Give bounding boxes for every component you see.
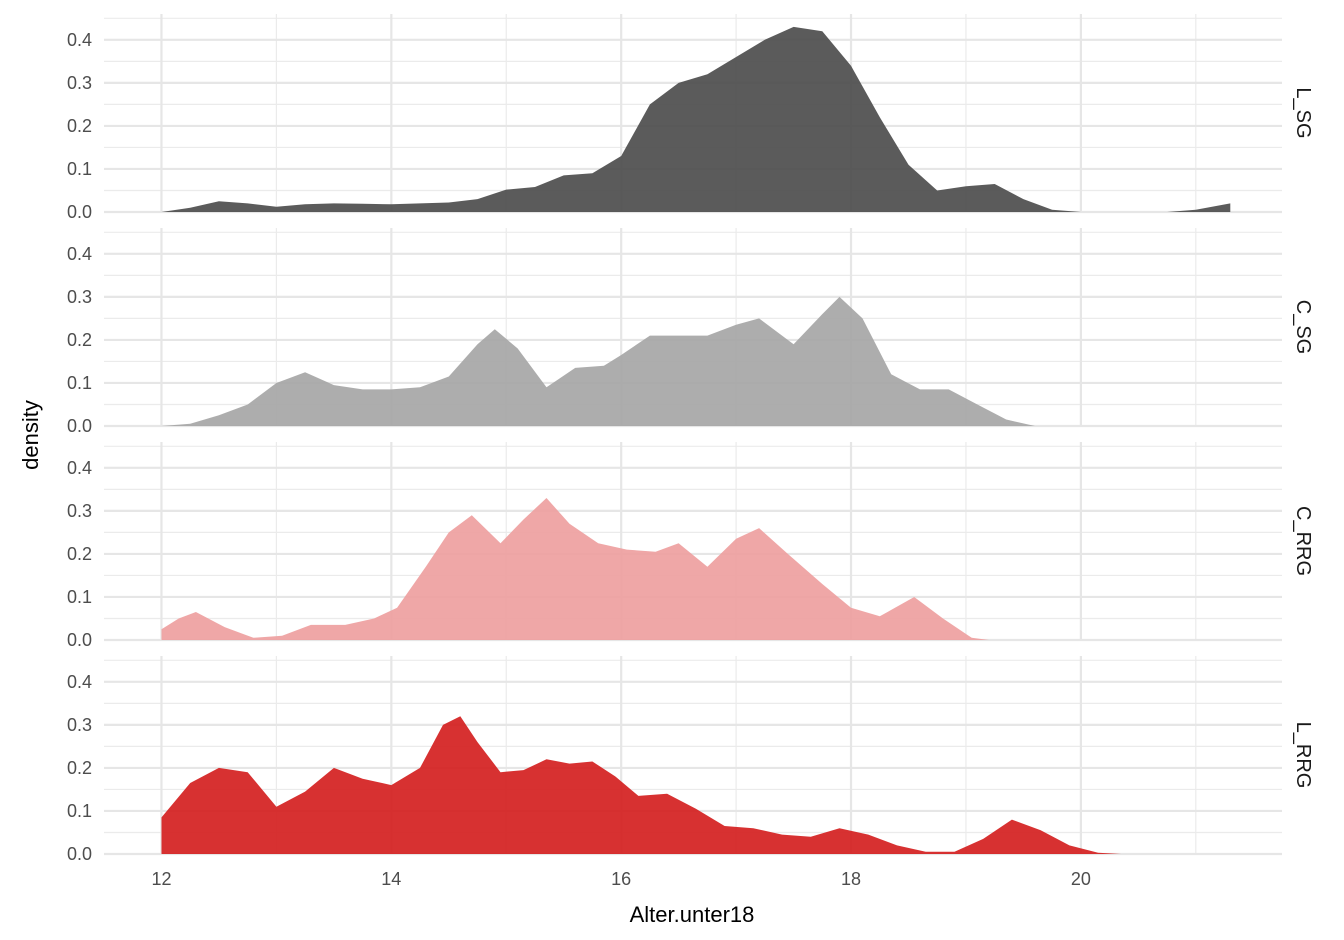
y-tick-label: 0.2 xyxy=(67,116,92,136)
y-tick-label: 0.0 xyxy=(67,416,92,436)
y-tick-label: 0.4 xyxy=(67,672,92,692)
density-area xyxy=(161,716,1122,854)
facet-strip-label: L_RRG xyxy=(1292,722,1314,789)
facet-strip-label: C_SG xyxy=(1292,300,1314,354)
y-tick-label: 0.2 xyxy=(67,544,92,564)
density-area xyxy=(161,498,989,640)
y-tick-label: 0.3 xyxy=(67,501,92,521)
y-tick-label: 0.1 xyxy=(67,159,92,179)
y-tick-label: 0.1 xyxy=(67,587,92,607)
facet-panel: 0.0 0.1 0.2 0.3 0.4 L_RRG xyxy=(67,656,1314,864)
y-tick-label: 0.2 xyxy=(67,758,92,778)
y-tick-label: 0.4 xyxy=(67,244,92,264)
y-tick-label: 0.0 xyxy=(67,202,92,222)
y-tick-label: 0.4 xyxy=(67,30,92,50)
y-tick-label: 0.1 xyxy=(67,373,92,393)
y-axis-title: density xyxy=(18,400,43,470)
y-tick-label: 0.3 xyxy=(67,287,92,307)
facet-panel: 0.0 0.1 0.2 0.3 0.4 C_SG xyxy=(67,228,1314,436)
y-tick-label: 0.4 xyxy=(67,458,92,478)
y-tick-label: 0.3 xyxy=(67,73,92,93)
facet-panel: 0.0 0.1 0.2 0.3 0.4 C_RRG xyxy=(67,442,1314,650)
x-axis-tick-labels: 12 14 16 18 20 xyxy=(151,869,1090,889)
y-tick-label: 0.3 xyxy=(67,715,92,735)
y-tick-label: 0.0 xyxy=(67,844,92,864)
facet-panel: 0.0 0.1 0.2 0.3 0.4 L_SG xyxy=(67,14,1314,222)
facet-strip-label: C_RRG xyxy=(1292,506,1314,576)
x-tick-label: 18 xyxy=(841,869,861,889)
x-tick-label: 14 xyxy=(381,869,401,889)
facet-panels: 0.00.10.20.30.4L_SG0.00.10.20.30.4C_SG0.… xyxy=(67,14,1314,864)
density-area xyxy=(161,26,1231,213)
x-tick-label: 16 xyxy=(611,869,631,889)
y-tick-label: 0.0 xyxy=(67,630,92,650)
x-tick-label: 12 xyxy=(151,869,171,889)
y-tick-label: 0.2 xyxy=(67,330,92,350)
facet-strip-label: L_SG xyxy=(1292,87,1314,138)
x-tick-label: 20 xyxy=(1071,869,1091,889)
y-tick-label: 0.1 xyxy=(67,801,92,821)
x-axis-title: Alter.unter18 xyxy=(630,902,755,927)
density-area xyxy=(161,296,1035,426)
